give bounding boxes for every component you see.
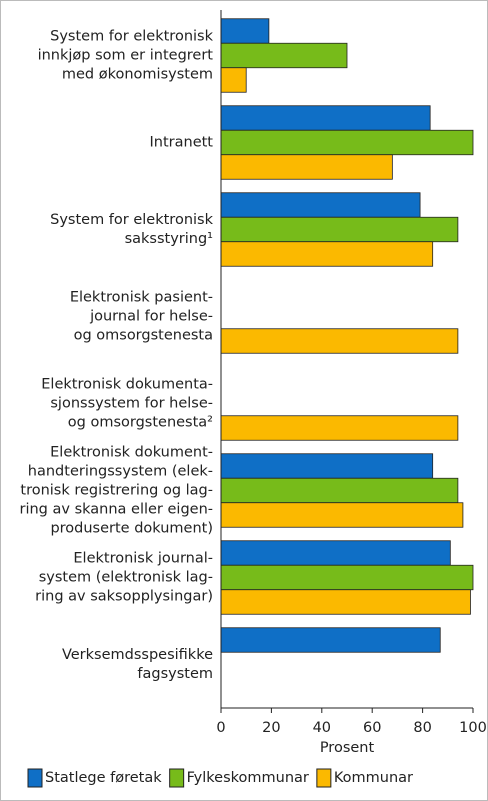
bar bbox=[220, 328, 459, 354]
label-line: ring av saksopplysingar) bbox=[35, 589, 213, 605]
y-tick-label: Elektronisk pasient-journal for helse-og… bbox=[70, 290, 213, 344]
bar bbox=[220, 415, 459, 441]
label-line: System for elektronisk bbox=[50, 212, 213, 228]
bar bbox=[220, 192, 421, 218]
bar bbox=[220, 154, 393, 180]
label-line: saksstyring¹ bbox=[125, 231, 214, 247]
label-line: tronisk registrering og lag- bbox=[20, 483, 213, 499]
label-line: innkjøp som er integrert bbox=[38, 48, 214, 64]
y-tick-label: Intranett bbox=[150, 135, 214, 151]
bar bbox=[220, 129, 474, 156]
bar bbox=[220, 477, 459, 504]
y-tick-label: Elektronisk dokumenta-sjonssystem for he… bbox=[41, 377, 213, 431]
y-tick-label: System for elektronisk saksstyring¹ bbox=[50, 212, 213, 247]
bar bbox=[220, 453, 434, 479]
label-line: ring av skanna eller eigen- bbox=[20, 502, 214, 518]
bar bbox=[220, 589, 471, 615]
bar bbox=[220, 42, 348, 69]
label-line: System for elektronisk bbox=[50, 29, 213, 45]
label-line: journal for helse- bbox=[89, 309, 213, 325]
x-tick-label: 40 bbox=[313, 720, 331, 736]
legend-label: Statlege føretak bbox=[45, 770, 162, 786]
x-tick-label: 100 bbox=[459, 720, 487, 736]
y-tick-label: System for elektronisk innkjøp som er int… bbox=[38, 29, 214, 83]
bar bbox=[220, 564, 474, 591]
label-line: og omsorgstenesta² bbox=[68, 415, 213, 431]
legend-swatch bbox=[169, 768, 185, 788]
x-tick-label: 80 bbox=[413, 720, 431, 736]
legend-swatch bbox=[27, 768, 43, 788]
x-tick-label: 20 bbox=[262, 720, 280, 736]
y-tick-label: Elektronisk dokument-handteringssystem (… bbox=[20, 445, 214, 537]
bar bbox=[220, 627, 441, 653]
bar bbox=[220, 216, 459, 243]
label-line: Elektronisk pasient- bbox=[70, 290, 213, 306]
label-line: produserte dokument) bbox=[50, 521, 213, 537]
label-line: Verksemdsspesifikke bbox=[62, 647, 213, 663]
x-tick-label: 60 bbox=[363, 720, 381, 736]
bar bbox=[220, 540, 451, 566]
label-line: og omsorgstenesta bbox=[74, 328, 213, 344]
legend-swatch bbox=[316, 768, 332, 788]
bar bbox=[220, 18, 270, 44]
x-axis-label: Prosent bbox=[320, 740, 375, 756]
label-line: Elektronisk journal- bbox=[73, 551, 213, 567]
label-line: fagsystem bbox=[137, 666, 213, 682]
label-line: sjonssystem for helse- bbox=[50, 396, 213, 412]
bar bbox=[220, 241, 434, 267]
x-tick-label: 0 bbox=[216, 720, 225, 736]
bar bbox=[220, 502, 464, 528]
label-line: Intranett bbox=[150, 135, 214, 151]
bar bbox=[220, 105, 431, 131]
label-line: system (elektronisk lag- bbox=[39, 570, 213, 586]
label-line: handteringssystem (elek- bbox=[28, 464, 213, 480]
legend-label: Fylkeskommunar bbox=[187, 770, 309, 786]
legend-label: Kommunar bbox=[334, 770, 413, 786]
label-line: Elektronisk dokumenta- bbox=[41, 377, 213, 393]
label-line: med økonomisystem bbox=[62, 67, 213, 83]
label-line: Elektronisk dokument- bbox=[50, 445, 213, 461]
bar bbox=[220, 67, 247, 93]
y-tick-label: Elektronisk journal-system (elektronisk … bbox=[35, 551, 213, 605]
y-tick-label: Verksemdsspesifikke fagsystem bbox=[62, 647, 213, 682]
